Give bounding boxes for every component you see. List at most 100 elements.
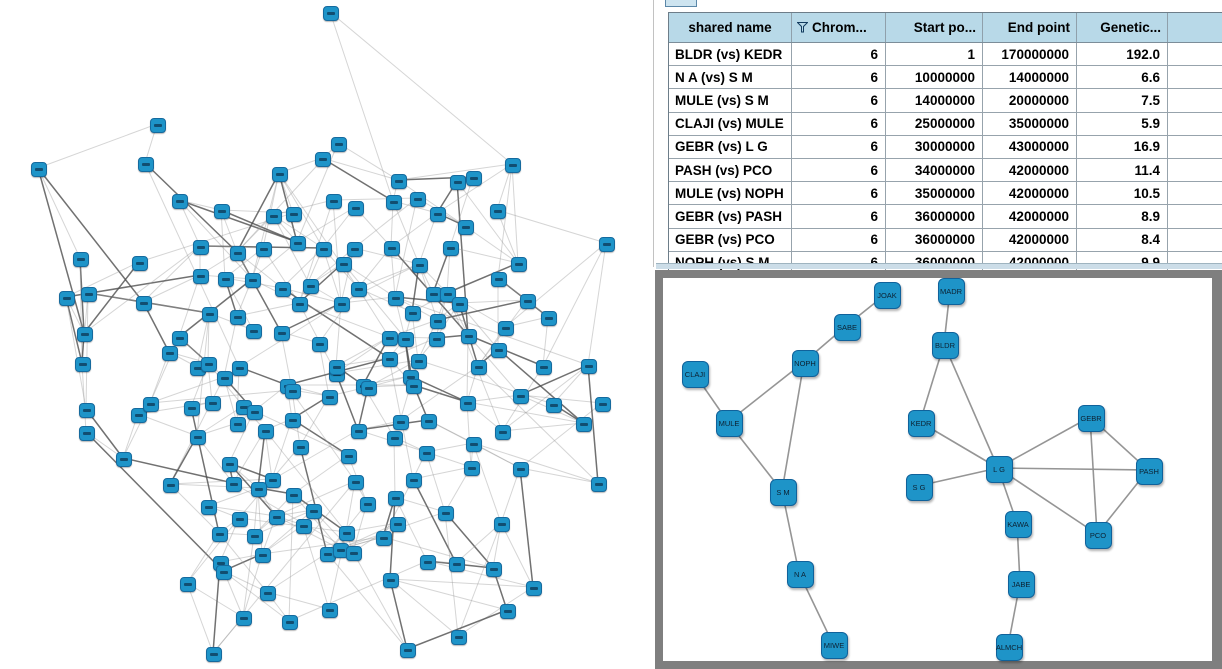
network-node[interactable] <box>143 396 159 412</box>
network-node-madr[interactable]: MADR <box>937 277 965 305</box>
network-node[interactable] <box>595 396 611 412</box>
network-node[interactable] <box>526 580 542 596</box>
network-node[interactable] <box>505 157 521 173</box>
network-node[interactable] <box>386 194 402 210</box>
network-node-joak[interactable]: JOAK <box>873 281 901 309</box>
network-node[interactable] <box>420 554 436 570</box>
network-node-claji[interactable]: CLAJI <box>681 360 709 388</box>
network-node[interactable] <box>412 257 428 273</box>
network-node-s-m[interactable]: S M <box>769 478 797 506</box>
network-node[interactable] <box>206 646 222 662</box>
network-node[interactable] <box>490 203 506 219</box>
network-node[interactable] <box>464 460 480 476</box>
network-node[interactable] <box>495 424 511 440</box>
network-node[interactable] <box>383 572 399 588</box>
network-node-mule[interactable]: MULE <box>715 409 743 437</box>
network-node[interactable] <box>222 456 238 472</box>
network-node-kedr[interactable]: KEDR <box>907 409 935 437</box>
network-node[interactable] <box>460 395 476 411</box>
network-node[interactable] <box>131 407 147 423</box>
network-node[interactable] <box>430 206 446 222</box>
network-node[interactable] <box>180 576 196 592</box>
network-node[interactable] <box>491 342 507 358</box>
network-node[interactable] <box>292 296 308 312</box>
network-node[interactable] <box>190 429 206 445</box>
network-node[interactable] <box>391 173 407 189</box>
network-node[interactable] <box>245 272 261 288</box>
table-row[interactable]: GEBR (vs) L G 6 30000000 43000000 16.9 <box>669 135 1222 159</box>
network-node[interactable] <box>193 239 209 255</box>
network-node[interactable] <box>81 286 97 302</box>
network-node[interactable] <box>322 602 338 618</box>
network-node[interactable] <box>599 236 615 252</box>
network-node[interactable] <box>132 255 148 271</box>
network-node[interactable] <box>346 545 362 561</box>
network-node[interactable] <box>334 296 350 312</box>
network-node[interactable] <box>458 219 474 235</box>
network-node[interactable] <box>205 395 221 411</box>
network-node-jabe[interactable]: JABE <box>1007 570 1035 598</box>
network-node[interactable] <box>361 380 377 396</box>
network-node[interactable] <box>406 472 422 488</box>
panel-splitter[interactable] <box>653 0 654 267</box>
network-node[interactable] <box>303 278 319 294</box>
network-node-l-g[interactable]: L G <box>985 455 1013 483</box>
network-node[interactable] <box>282 614 298 630</box>
network-node-pco[interactable]: PCO <box>1084 521 1112 549</box>
network-node[interactable] <box>351 281 367 297</box>
table-row[interactable]: CLAJI (vs) MULE 6 25000000 35000000 5.9 <box>669 112 1222 136</box>
network-node-sabe[interactable]: SABE <box>833 313 861 341</box>
network-node[interactable] <box>75 356 91 372</box>
network-node[interactable] <box>336 256 352 272</box>
network-node[interactable] <box>450 174 466 190</box>
network-node[interactable] <box>73 251 89 267</box>
network-node[interactable] <box>541 310 557 326</box>
network-node[interactable] <box>172 193 188 209</box>
network-node[interactable] <box>296 518 312 534</box>
network-node[interactable] <box>322 389 338 405</box>
network-node[interactable] <box>256 241 272 257</box>
network-node[interactable] <box>201 356 217 372</box>
network-node-miwe[interactable]: MIWE <box>820 631 848 659</box>
network-node[interactable] <box>230 245 246 261</box>
network-node[interactable] <box>382 351 398 367</box>
network-node[interactable] <box>494 516 510 532</box>
network-node[interactable] <box>247 528 263 544</box>
network-node[interactable] <box>348 200 364 216</box>
network-node[interactable] <box>398 331 414 347</box>
network-node[interactable] <box>576 416 592 432</box>
network-node[interactable] <box>230 416 246 432</box>
network-node[interactable] <box>411 353 427 369</box>
network-node[interactable] <box>306 503 322 519</box>
network-node[interactable] <box>376 530 392 546</box>
network-node[interactable] <box>393 414 409 430</box>
column-header-shared-name[interactable]: shared name <box>669 13 792 42</box>
network-node[interactable] <box>226 476 242 492</box>
network-node[interactable] <box>536 359 552 375</box>
network-node[interactable] <box>202 306 218 322</box>
network-node[interactable] <box>449 556 465 572</box>
network-node[interactable] <box>251 481 267 497</box>
network-node[interactable] <box>513 388 529 404</box>
network-node[interactable] <box>150 117 166 133</box>
network-node[interactable] <box>520 293 536 309</box>
network-node[interactable] <box>193 268 209 284</box>
network-node[interactable] <box>201 499 217 515</box>
network-node[interactable] <box>285 383 301 399</box>
network-node[interactable] <box>293 439 309 455</box>
network-node[interactable] <box>275 281 291 297</box>
network-node-almch[interactable]: ALMCH <box>995 633 1023 661</box>
network-node[interactable] <box>419 445 435 461</box>
network-node[interactable] <box>384 240 400 256</box>
network-node[interactable] <box>269 509 285 525</box>
table-row[interactable]: PASH (vs) PCO 6 34000000 42000000 11.4 <box>669 158 1222 183</box>
network-node[interactable] <box>339 525 355 541</box>
network-node[interactable] <box>316 241 332 257</box>
network-node[interactable] <box>546 397 562 413</box>
network-node[interactable] <box>421 413 437 429</box>
network-node[interactable] <box>430 313 446 329</box>
network-node[interactable] <box>312 336 328 352</box>
network-node[interactable] <box>247 404 263 420</box>
network-node-kawa[interactable]: KAWA <box>1004 510 1032 538</box>
network-node[interactable] <box>116 451 132 467</box>
